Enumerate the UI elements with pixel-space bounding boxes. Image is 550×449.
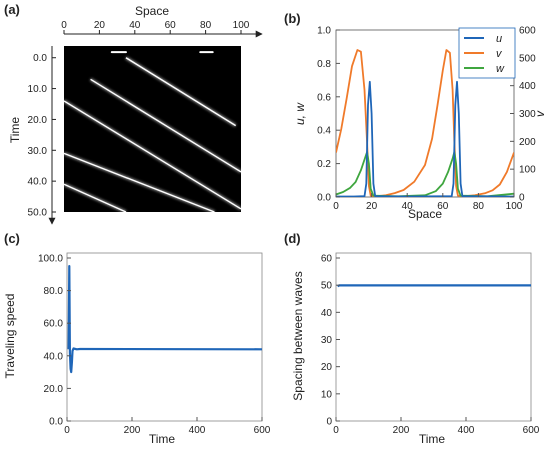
- panel-d-frame: [335, 252, 532, 422]
- x-tick-label: 20: [94, 20, 106, 31]
- panel-a-label: (a): [4, 2, 20, 17]
- panel-a-ylabel: Time: [8, 117, 22, 144]
- y-right-tick-label: 200: [519, 137, 536, 148]
- panel-a-xlabel: Space: [135, 4, 169, 18]
- panel-d-label: (d): [284, 231, 301, 246]
- y-tick-label: 40.0: [44, 351, 64, 362]
- panel-c: (c) Time Traveling speed 0 200 400 600 0.0 20…: [3, 231, 271, 446]
- x-tick-label: 0: [64, 425, 70, 436]
- x-tick-label: 60: [437, 201, 449, 212]
- x-tick-label: 80: [473, 201, 485, 212]
- y-tick-label: 40.0: [28, 177, 48, 188]
- panel-b-ylabel-left: u, w: [293, 102, 307, 125]
- y-tick-label: 50: [321, 281, 333, 292]
- y-tick-label: 20: [321, 362, 333, 373]
- x-tick-label: 80: [200, 20, 212, 31]
- x-tick-label: 100: [233, 20, 250, 31]
- y-left-tick-label: 0.0: [317, 193, 331, 204]
- y-right-tick-label: 600: [519, 26, 536, 37]
- x-tick-label: 200: [124, 425, 141, 436]
- y-tick-label: 100.0: [38, 254, 63, 265]
- y-left-tick-label: 0.4: [317, 126, 331, 137]
- y-tick-label: 30: [321, 335, 333, 346]
- panel-b-legend: u v w: [458, 27, 516, 79]
- y-right-tick-label: 0: [519, 193, 525, 204]
- y-tick-label: 10: [321, 389, 333, 400]
- y-tick-label: 20.0: [44, 384, 64, 395]
- x-tick-label: 400: [189, 425, 206, 436]
- legend-label-w: w: [496, 63, 505, 75]
- y-tick-label: 40: [321, 308, 333, 319]
- y-right-tick-label: 300: [519, 109, 536, 120]
- panel-d-ylabel: Spacing between waves: [291, 271, 305, 400]
- x-tick-label: 600: [523, 425, 540, 436]
- x-tick-label: 600: [254, 425, 271, 436]
- panel-b: (b) Space u, w v 0 20 40 60 80 100 0.0 0.2 0.4 0.…: [284, 11, 547, 221]
- x-tick-label: 0: [333, 201, 339, 212]
- series-line-u: [336, 80, 514, 197]
- y-right-tick-label: 500: [519, 53, 536, 64]
- wave-track: [125, 57, 237, 127]
- panel-c-xlabel: Time: [149, 432, 176, 446]
- y-right-tick-label: 100: [519, 165, 536, 176]
- panel-c-frame: [66, 252, 263, 422]
- panel-b-label: (b): [284, 11, 301, 26]
- x-tick-label: 400: [458, 425, 475, 436]
- x-tick-label: 20: [366, 201, 378, 212]
- wave-track: [64, 100, 241, 210]
- series-line: [337, 284, 531, 288]
- x-tick-label: 40: [402, 201, 414, 212]
- panel-b-ylabel-right: v: [533, 110, 547, 117]
- y-tick-label: 0.0: [33, 53, 47, 64]
- y-tick-label: 60.0: [44, 319, 64, 330]
- panel-c-label: (c): [4, 231, 20, 246]
- panel-a: (a) Space Time 0 20 40 60 80 100 0.0 10.0 20.0 3…: [4, 2, 263, 225]
- y-right-tick-label: 400: [519, 81, 536, 92]
- x-tick-label: 100: [506, 201, 523, 212]
- x-tick-label: 200: [393, 425, 410, 436]
- y-left-tick-label: 0.8: [317, 59, 331, 70]
- y-tick-label: 0.0: [49, 417, 63, 428]
- x-tick-label: 0: [333, 425, 339, 436]
- y-tick-label: 0: [326, 417, 332, 428]
- y-tick-label: 80.0: [44, 286, 64, 297]
- y-left-tick-label: 0.6: [317, 92, 331, 103]
- panel-b-xlabel: Space: [408, 207, 442, 221]
- panel-d: (d) Time Spacing between waves 0 200 400 60…: [284, 231, 540, 446]
- y-left-tick-label: 1.0: [317, 26, 331, 37]
- y-tick-label: 10.0: [28, 84, 48, 95]
- x-tick-label: 0: [61, 20, 67, 31]
- panel-c-ylabel: Traveling speed: [3, 294, 17, 379]
- series-line: [67, 265, 263, 374]
- series-line-w: [336, 151, 514, 197]
- y-tick-label: 30.0: [28, 146, 48, 157]
- y-tick-label: 20.0: [28, 115, 48, 126]
- legend-label-v: v: [496, 48, 503, 60]
- y-tick-label: 50.0: [28, 208, 48, 219]
- panel-d-xlabel: Time: [419, 432, 446, 446]
- legend-label-u: u: [496, 33, 502, 45]
- y-tick-label: 60: [321, 254, 333, 265]
- x-tick-label: 40: [129, 20, 141, 31]
- wave-track: [64, 183, 127, 212]
- wave-track: [90, 78, 241, 173]
- wave-track: [64, 152, 215, 212]
- y-left-tick-label: 0.2: [317, 159, 331, 170]
- x-tick-label: 60: [165, 20, 177, 31]
